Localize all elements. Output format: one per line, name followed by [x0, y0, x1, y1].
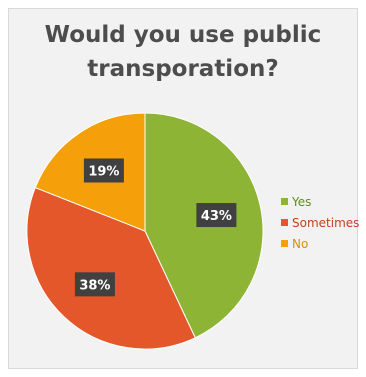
data-label-box	[83, 158, 124, 183]
data-label-no: 19%	[83, 158, 124, 183]
data-label-sometimes: 38%	[74, 272, 115, 297]
data-label-text: 38%	[79, 278, 110, 293]
legend-label-yes: Yes	[291, 195, 311, 209]
pie-slice-sometimes	[26, 186, 196, 350]
legend-marker-no	[281, 240, 288, 247]
legend-marker-sometimes	[281, 219, 288, 226]
chart-title-line-2: transporation?	[87, 56, 279, 82]
chart-title-line-1: Would you use public	[44, 22, 322, 48]
chart-title: Would you use public transporation?	[8, 18, 358, 86]
legend-label-sometimes: Sometimes	[292, 216, 359, 230]
data-label-yes: 43%	[196, 203, 237, 228]
data-label-text: 43%	[201, 209, 232, 224]
data-label-text: 19%	[88, 164, 119, 179]
data-label-box	[74, 272, 115, 297]
legend-label-no: No	[292, 237, 308, 251]
data-label-box	[196, 203, 237, 228]
legend-marker-yes	[281, 198, 288, 205]
